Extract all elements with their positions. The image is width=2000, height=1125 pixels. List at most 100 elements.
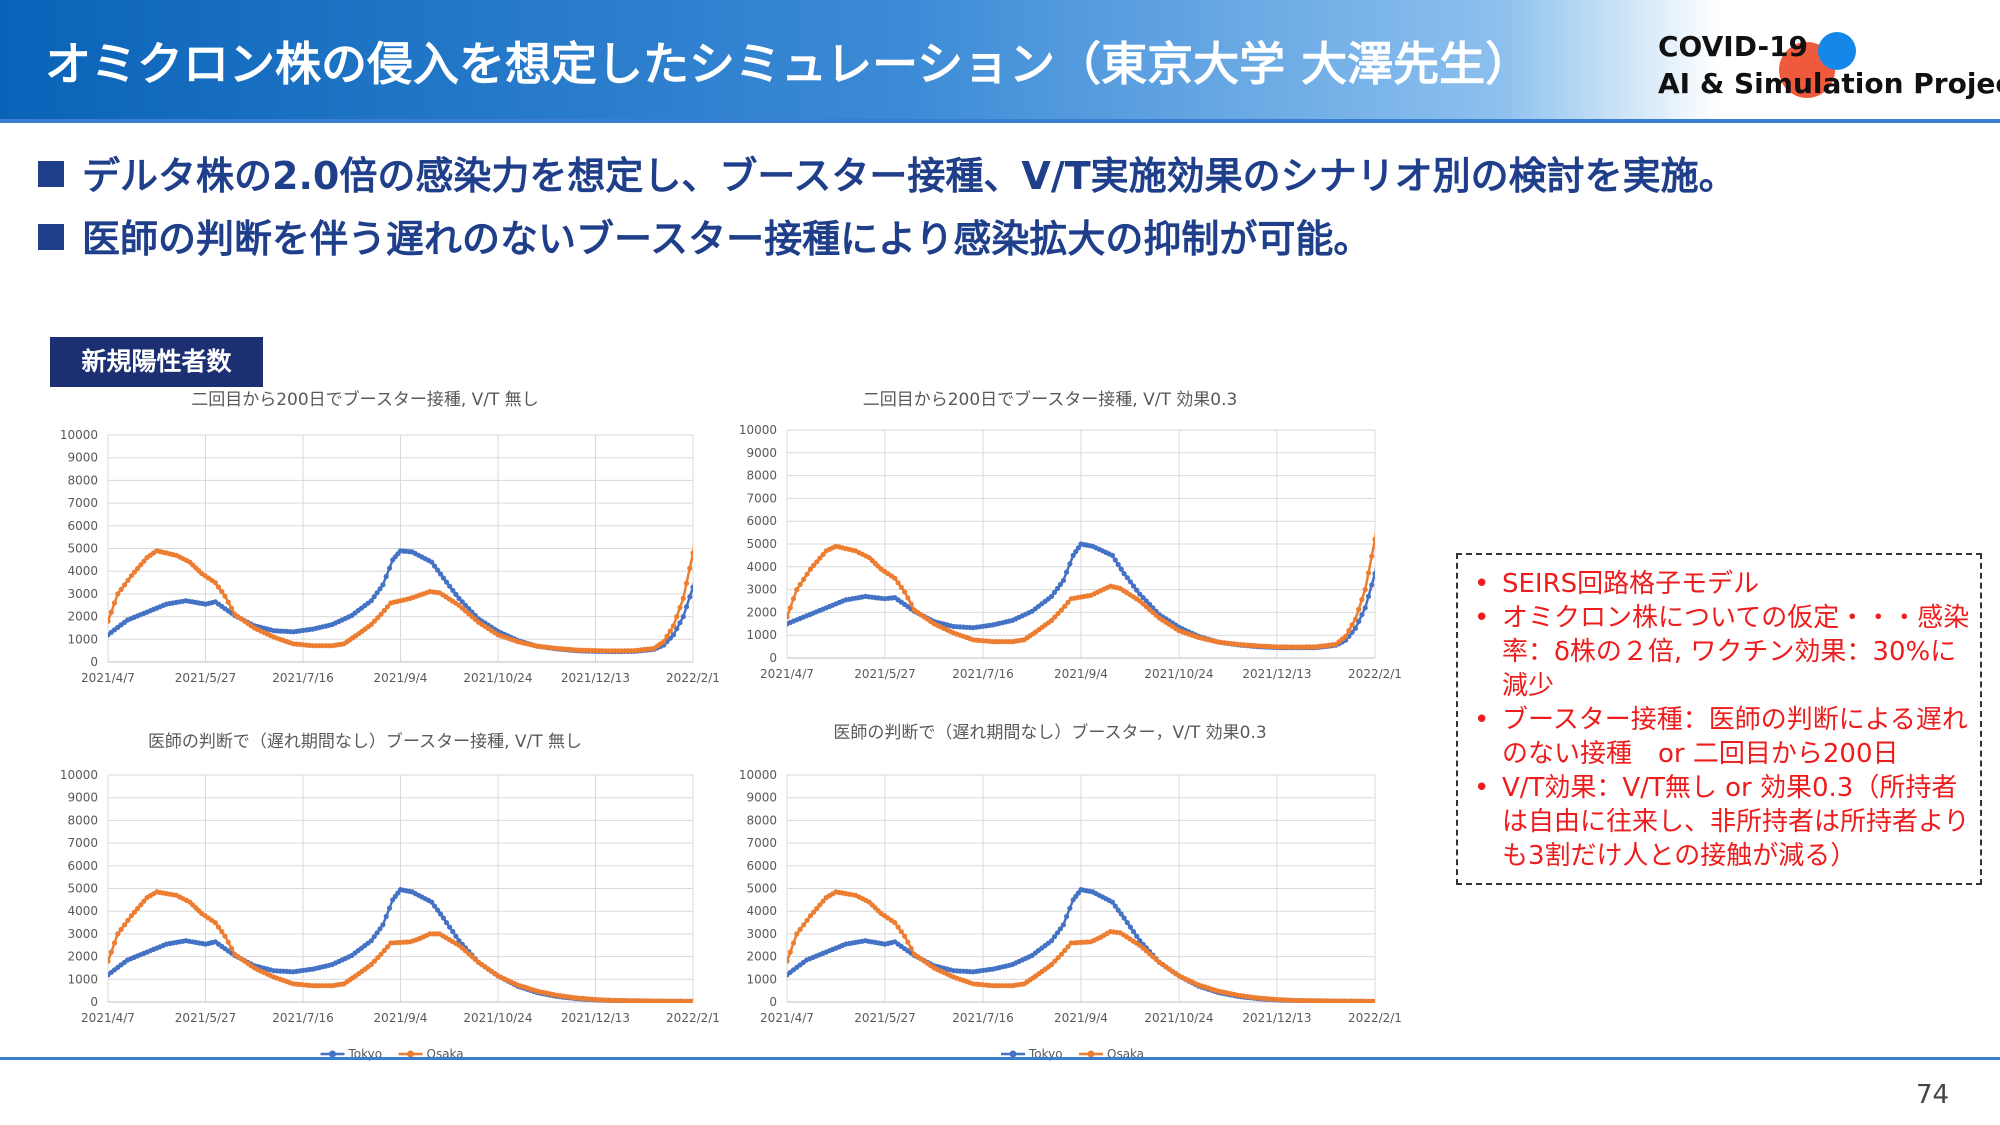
data-point: [1067, 905, 1073, 911]
data-point: [708, 999, 713, 1004]
data-point: [1400, 999, 1405, 1004]
data-point: [1052, 614, 1058, 620]
data-point: [118, 586, 124, 592]
data-point: [1067, 561, 1073, 567]
data-point: [1062, 947, 1068, 954]
data-point: [1055, 610, 1061, 617]
data-point: [787, 949, 793, 955]
chart-title: 二回目から200日でブースター接種, V/T 効果0.3: [863, 389, 1238, 410]
data-point: [108, 958, 111, 964]
data-point: [787, 958, 790, 964]
data-point: [1403, 999, 1408, 1004]
data-point: [714, 999, 719, 1004]
data-point: [374, 590, 380, 596]
data-point: [687, 594, 693, 600]
series-tokyo: [787, 887, 1414, 1004]
y-tick-label: 2000: [746, 605, 777, 619]
y-tick-label: 6000: [746, 859, 777, 873]
page-number: 74: [1916, 1080, 1950, 1110]
data-point: [447, 924, 453, 930]
data-point: [703, 529, 708, 534]
data-point: [820, 898, 826, 904]
data-point: [1406, 999, 1411, 1004]
data-point: [1109, 899, 1115, 905]
assumptions-box: SEIRS回路格子モデル オミクロン株についての仮定・・・感染率：δ株の２倍, …: [1456, 553, 1982, 885]
data-point: [371, 594, 377, 600]
data-point: [212, 920, 218, 926]
y-tick-label: 10000: [739, 423, 777, 437]
data-point: [375, 615, 381, 621]
data-point: [787, 614, 790, 620]
y-tick-label: 5000: [746, 537, 777, 551]
data-point: [115, 931, 121, 937]
data-point: [1397, 999, 1402, 1004]
series-osaka: [108, 530, 699, 654]
data-point: [690, 550, 693, 556]
y-tick-label: 9000: [746, 446, 777, 460]
x-tick-label: 2021/5/27: [854, 1011, 916, 1025]
data-point: [716, 460, 721, 465]
data-point: [440, 575, 446, 581]
y-tick-label: 4000: [67, 564, 98, 578]
data-point: [670, 623, 677, 629]
data-point: [1115, 907, 1121, 913]
y-tick-label: 3000: [746, 927, 777, 941]
x-tick-label: 2021/10/24: [463, 1011, 532, 1025]
data-point: [1130, 929, 1137, 935]
data-point: [1397, 446, 1402, 451]
series-osaka: [787, 889, 1414, 1004]
data-point: [374, 930, 380, 936]
data-point: [1057, 581, 1063, 588]
data-point: [115, 591, 121, 597]
key-point-2-text: 医師の判断を伴う遅れのないブースター接種により感染拡大の抑制が可能。: [82, 217, 1372, 261]
data-point: [1140, 595, 1146, 601]
data-point: [696, 999, 701, 1004]
data-point: [693, 999, 698, 1004]
data-point: [817, 555, 823, 561]
data-point: [1391, 999, 1396, 1004]
x-tick-label: 2021/9/4: [1054, 1011, 1108, 1025]
data-point: [908, 945, 914, 951]
data-point: [895, 924, 901, 930]
assumption-item: SEIRS回路格子モデル: [1472, 567, 1970, 601]
data-point: [141, 558, 147, 564]
data-point: [683, 580, 690, 586]
data-point: [790, 940, 797, 946]
data-point: [219, 929, 225, 935]
y-tick-label: 6000: [746, 514, 777, 528]
series-osaka: [787, 531, 1375, 650]
data-point: [118, 926, 124, 932]
data-point: [804, 917, 810, 923]
data-point: [371, 618, 378, 624]
data-point: [215, 924, 222, 930]
data-point: [1372, 536, 1375, 542]
data-point: [693, 999, 698, 1004]
data-point: [432, 903, 438, 909]
data-point: [450, 587, 456, 593]
data-point: [1062, 603, 1068, 609]
chart-3: 医師の判断で（遅れ期間なし）ブースター接種, V/T 無し 0 1000 2000 30…: [60, 731, 720, 1061]
data-point: [228, 605, 235, 611]
data-point: [450, 929, 456, 935]
data-point: [694, 530, 699, 535]
data-point: [128, 913, 134, 919]
data-point: [801, 576, 807, 582]
data-point: [1051, 934, 1058, 940]
x-tick-label: 2021/10/24: [1144, 1011, 1213, 1025]
logo-blue-circle-icon: [1818, 32, 1856, 70]
data-point: [817, 902, 823, 908]
chart-1: 二回目から200日でブースター接種, V/T 無し 0 1000 2000 3000 40…: [60, 389, 721, 685]
data-point: [1389, 491, 1394, 496]
data-point: [1049, 938, 1055, 944]
data-point: [1352, 616, 1358, 622]
y-tick-label: 1000: [67, 972, 98, 986]
data-point: [1378, 999, 1383, 1004]
series-osaka: [108, 889, 719, 1004]
data-point: [125, 917, 131, 923]
data-point: [1409, 999, 1414, 1004]
data-point: [1054, 930, 1061, 936]
data-point: [1137, 591, 1143, 597]
data-point: [1409, 999, 1414, 1004]
y-tick-label: 1000: [746, 628, 777, 642]
data-point: [1376, 556, 1381, 561]
